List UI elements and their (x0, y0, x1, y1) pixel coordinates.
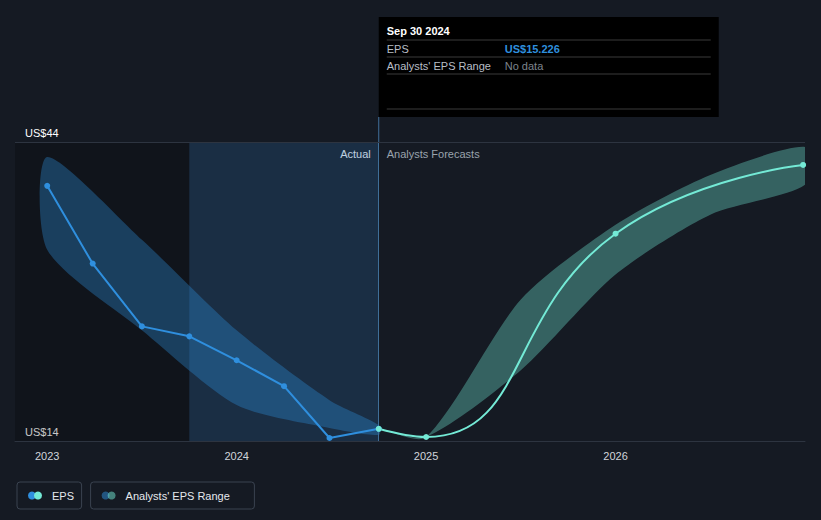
svg-text:Sep 30 2024: Sep 30 2024 (387, 25, 451, 37)
svg-text:2023: 2023 (35, 450, 59, 462)
svg-text:Analysts Forecasts: Analysts Forecasts (387, 148, 480, 160)
svg-text:2026: 2026 (603, 450, 627, 462)
svg-text:Analysts' EPS Range: Analysts' EPS Range (387, 60, 491, 72)
svg-text:US$44: US$44 (25, 127, 59, 139)
svg-text:EPS: EPS (387, 43, 409, 55)
svg-text:Analysts' EPS Range: Analysts' EPS Range (126, 490, 230, 502)
svg-text:2024: 2024 (224, 450, 248, 462)
svg-text:EPS: EPS (52, 490, 74, 502)
svg-text:2025: 2025 (414, 450, 438, 462)
svg-text:No data: No data (505, 60, 544, 72)
svg-text:US$15.226: US$15.226 (505, 43, 560, 55)
